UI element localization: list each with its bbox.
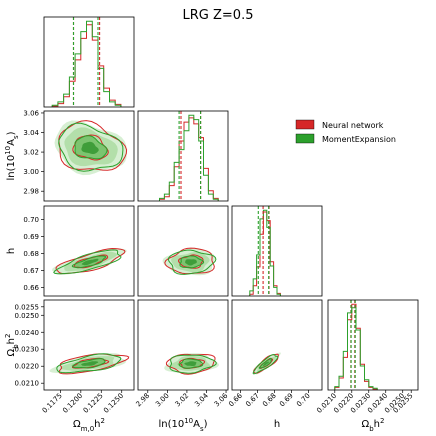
contour-panel-obh2-h [231,299,323,391]
panel-frame [137,205,229,297]
y-tick-label: 0.0230 [15,346,40,354]
panel-frame [43,16,135,108]
x-axis-h: 0.66 0.67 0.68 0.69 0.70 h [227,390,312,430]
density-fill [81,141,99,154]
panel-frame [231,299,323,391]
x-tick-label: 3.00 [154,392,171,409]
contour-panel-obh2-omch2 [43,299,135,391]
contour-me [252,353,279,375]
y-tick-label: 0.68 [23,250,39,258]
legend-label-moment-expansion: MomentExpansion [322,135,396,144]
contour-me [56,353,122,374]
x-axis-label-obh2: Ωbh2 [362,417,385,433]
y-tick-label: 0.0210 [15,380,40,388]
x-tick-label: 0.1225 [82,392,105,415]
panel-frame [137,110,229,202]
x-axis-label-h: h [274,419,280,430]
density-fill [262,361,270,367]
x-axis-lnAs: 2.98 3.00 3.02 3.04 3.06 ln(1010As) [135,390,230,433]
x-tick-label: 0.67 [244,392,261,409]
panel-frame [43,299,135,391]
contour-nn [164,247,215,275]
hist-step-me [159,114,219,201]
chart-title: LRG Z=0.5 [183,8,254,23]
contour-panel-h-omch2 [43,205,135,297]
x-tick-label: 3.02 [174,392,191,409]
contour-me [169,354,217,374]
plot-area: 2.983.003.023.043.06ln(1010As)0.660.670.… [4,16,419,433]
y-axis-label-lnAs: ln(1010As) [4,131,20,180]
y-tick-label: 3.00 [23,168,39,176]
hist-step-nn [51,24,122,107]
contour-panel-obh2-lnAs [137,299,229,391]
contour-panel-h-lnAs [137,205,229,297]
legend-swatch-moment-expansion [295,133,315,144]
contour-me [71,255,107,269]
legend: Neural network MomentExpansion [295,119,396,144]
x-tick-label: 0.70 [295,392,312,409]
density-fill [81,361,99,366]
x-tick-label: 0.66 [227,391,244,408]
y-tick-label: 0.0255 [15,303,40,311]
hist-panel-lnAs [137,110,229,202]
contour-me [58,122,124,172]
x-tick-label: 3.06 [213,391,230,408]
y-tick-label: 0.67 [23,267,39,275]
panel-frame [137,299,229,391]
hist-panel-omch2 [43,16,135,108]
x-axis-label-lnAs: ln(1010As) [158,417,207,433]
x-tick-label: 0.69 [278,392,295,409]
y-axis-label-h: h [6,248,17,254]
x-tick-label: 2.98 [135,392,152,409]
contour-me [53,249,122,275]
contour-nn [177,254,204,269]
x-axis-label-omch2: Ωm,0h2 [73,417,105,433]
y-tick-label: 0.0240 [15,329,40,337]
contour-me [258,358,273,369]
x-tick-label: 0.68 [261,392,278,409]
contour-me [178,358,204,369]
hist-step-me [51,20,122,107]
x-tick-label: 3.04 [193,391,210,408]
y-axis-h: 0.66 0.67 0.68 0.69 0.70 h [6,216,44,292]
y-axis-label-obh2: Ωbh2 [4,334,20,357]
y-tick-label: 0.0220 [15,363,40,371]
panel-frame [43,205,135,297]
density-fill [81,258,99,266]
density-fill [185,259,197,266]
panel-frame [43,110,135,202]
legend-label-neural-network: Neural network [322,121,384,130]
y-tick-label: 0.70 [23,216,39,224]
panel-frame [231,205,323,297]
y-axis-lnAs: 2.98 3.00 3.02 3.04 3.06 ln(1010As) [4,109,44,196]
hist-step-me [249,209,281,296]
hist-panel-h [231,205,323,297]
legend-swatch-neural-network [295,119,315,130]
hist-panel-obh2 [327,299,419,391]
contour-panel-lnAs-omch2 [43,110,135,202]
contour-nn [165,353,216,375]
y-tick-label: 3.02 [23,149,39,157]
y-tick-label: 2.98 [23,188,39,196]
contour-me [72,358,106,369]
hist-step-nn [249,211,281,296]
contour-me [167,249,217,275]
hist-step-me [334,307,378,390]
y-tick-label: 3.04 [23,129,39,137]
contour-me [179,255,205,269]
contour-me [74,135,108,160]
x-tick-label: 0.1200 [61,392,84,415]
density-fill [184,361,197,366]
panel-frame [327,299,419,391]
y-tick-label: 0.69 [23,233,39,241]
x-tick-label: 0.1175 [41,392,64,415]
y-tick-label: 0.0250 [15,312,40,320]
y-tick-label: 3.06 [23,109,39,117]
y-tick-label: 0.66 [23,284,39,292]
x-tick-label: 0.1250 [102,392,125,415]
